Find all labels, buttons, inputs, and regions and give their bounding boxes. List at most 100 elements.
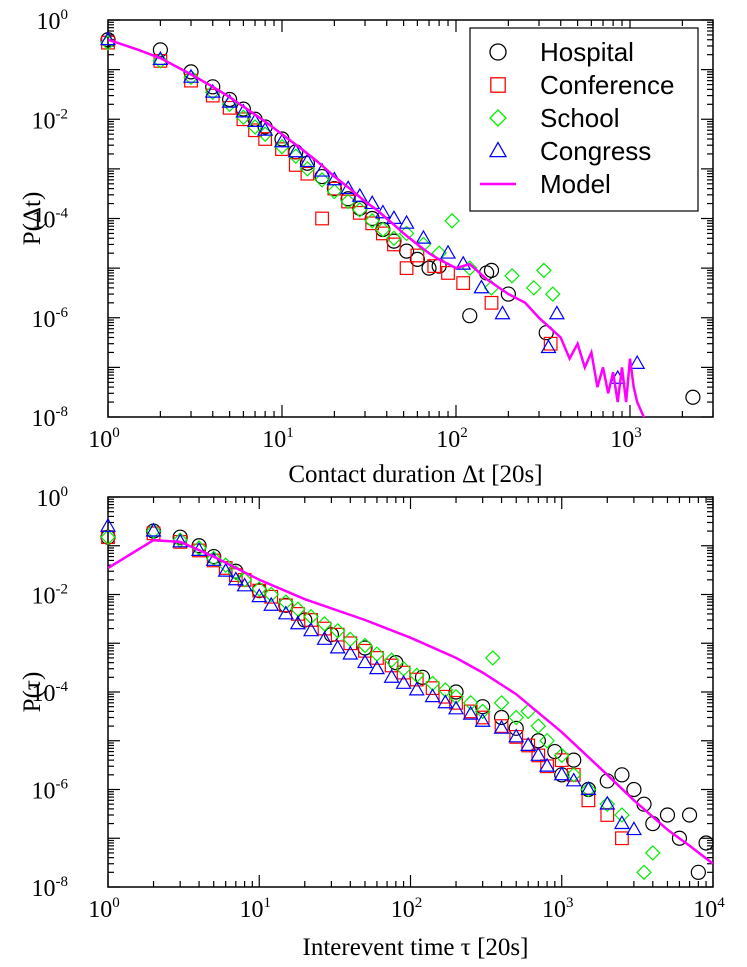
y-tick-label-base: 10 [37,486,61,512]
data-point-congress [356,654,374,669]
data-point-school [565,766,582,783]
data-point-conference [236,112,251,127]
data-point-hospital [386,233,402,249]
data-point-school [152,53,169,69]
data-point-hospital [681,807,698,823]
data-point-school [415,236,432,253]
data-point-congress [340,180,357,195]
data-point-congress [508,728,525,743]
y-tick-label-base: 10 [32,876,56,902]
data-point-school [326,183,343,200]
x-tick-label: 102 [436,425,468,453]
y-tick-label-base: 10 [32,779,56,805]
marks-bottom [99,517,714,881]
data-point-congress [289,615,306,630]
data-point-school [314,172,330,188]
data-point-congress [99,31,117,46]
x-tick-label-base: 10 [88,897,112,923]
y-tick-label: 10-6 [32,305,69,333]
data-point-congress [520,736,537,751]
data-point-congress [247,112,264,128]
y-tick-label: 10-8 [32,874,69,902]
data-point-conference [278,598,293,613]
data-point-hospital [409,251,425,267]
data-point-hospital [448,684,464,700]
data-point-hospital [278,597,294,613]
data-point-school [357,637,373,654]
x-tick-label-exp: 0 [112,895,120,911]
y-tick-label-base: 10 [32,681,56,707]
data-point-congress [227,571,244,586]
data-point-hospital [340,191,356,207]
x-tick-label-base: 10 [88,427,112,453]
data-point-school [539,732,555,749]
data-point-conference [543,336,558,351]
data-point-congress [540,339,557,354]
ticks-top [107,19,714,418]
data-point-hospital [364,210,380,227]
y-tick-label-exp: -4 [56,206,69,222]
data-point-conference [409,672,424,687]
data-point-hospital [547,743,563,760]
data-point-congress [329,639,346,654]
y-tick-label: 10-8 [32,404,69,432]
data-point-school [544,286,561,302]
data-point-congress [415,229,432,244]
y-tick-label-base: 10 [37,9,61,35]
x-tick-label-base: 10 [610,427,634,453]
data-point-school [263,586,280,603]
x-axis-label-top: Contact duration Δt [20s] [288,461,542,488]
data-point-congress [462,705,479,720]
data-point-congress [364,195,381,210]
data-point-school [504,267,520,284]
data-point-school [375,221,391,238]
y-tick-label: 10-2 [32,582,69,610]
data-point-hospital [205,79,221,95]
y-tick-label-base: 10 [32,584,56,610]
marks-top [99,31,701,417]
y-tick-label-base: 10 [32,208,56,234]
data-point-hospital [206,548,222,565]
data-point-congress [447,700,465,715]
data-point-congress [251,588,268,603]
data-point-conference [375,226,390,241]
data-point-hospital [500,286,516,302]
data-point-hospital [698,835,714,851]
y-tick-label: 100 [37,7,69,35]
legend-label-model: Model [540,169,611,199]
y-axis-label-bottom: P(τ) [19,672,46,713]
data-point-school [462,694,479,711]
x-tick-label: 101 [262,425,294,453]
data-point-congress [553,766,570,781]
data-point-conference [358,643,372,658]
legend-label-congress: Congress [540,136,651,166]
x-tick-label: 101 [240,895,272,923]
data-point-congress [303,622,320,637]
data-point-congress [548,305,565,320]
data-point-conference [396,665,411,680]
data-point-conference [456,276,471,290]
data-point-school [614,807,630,823]
legend-box [469,27,699,212]
data-point-school [329,622,346,639]
data-point-congress [539,757,556,772]
data-point-congress [565,772,582,787]
legend-label-conference: Conference [540,70,674,100]
data-point-school [636,864,652,881]
x-tick-label: 100 [88,895,120,923]
data-point-congress [235,103,252,118]
data-point-conference [300,166,315,181]
data-point-congress [273,133,291,148]
data-point-conference [264,589,279,604]
data-point-conference [410,248,425,263]
y-tick-label-exp: -2 [56,582,69,598]
data-point-congress [424,688,441,703]
data-point-hospital [685,389,701,405]
data-point-conference [441,266,455,280]
y-tick-label: 10-2 [32,106,69,134]
